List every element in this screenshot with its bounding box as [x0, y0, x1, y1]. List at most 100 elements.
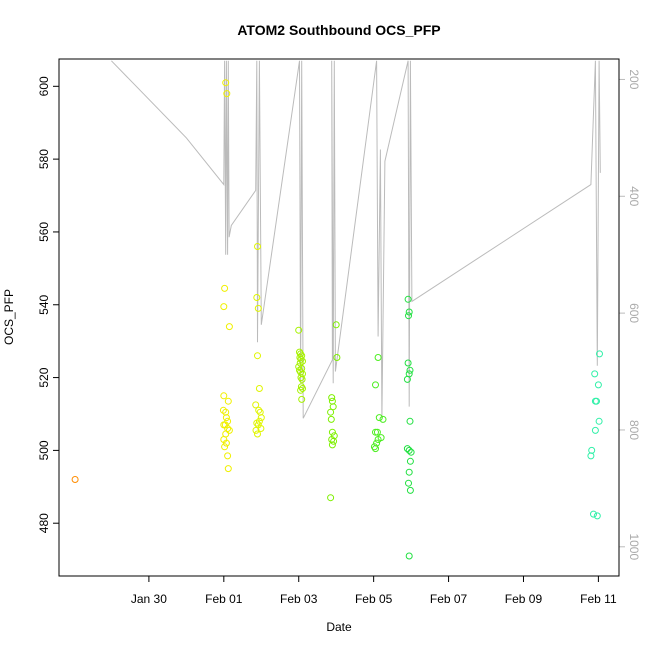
data-point-s0-0 — [71, 476, 79, 483]
altitude-track-layer — [111, 60, 601, 419]
data-point-s1-1 — [223, 90, 231, 98]
y-tick-label-4: 560 — [37, 222, 51, 242]
data-point-s1-10 — [224, 417, 232, 425]
data-point-s1-18 — [221, 443, 229, 451]
data-point-s5-9 — [370, 443, 378, 451]
data-point-s2-14 — [254, 430, 261, 438]
data-point-s5-3 — [379, 415, 387, 423]
data-point-s5-7 — [374, 436, 382, 443]
data-point-s3-9 — [298, 365, 306, 372]
data-point-s5-10 — [372, 445, 379, 453]
y2-tick-label-4: 1000 — [627, 533, 641, 560]
data-point-s5-2 — [375, 414, 383, 422]
y-tick-label-1: 500 — [37, 440, 51, 460]
data-point-s2-1 — [253, 294, 261, 301]
y-tick-label-3: 540 — [37, 294, 51, 314]
data-point-s6-13 — [405, 479, 412, 487]
data-point-s6-15 — [405, 552, 413, 560]
data-point-s4-11 — [328, 441, 336, 449]
data-point-s1-9 — [222, 414, 230, 422]
data-point-s2-5 — [252, 401, 260, 409]
data-point-s6-14 — [406, 486, 414, 494]
data-point-s6-6 — [403, 375, 411, 383]
data-point-s1-19 — [224, 452, 232, 460]
data-point-s4-1 — [333, 354, 341, 361]
data-point-s6-10 — [407, 448, 415, 456]
chart-title: ATOM2 Southbound OCS_PFP — [237, 22, 440, 38]
data-point-s6-2 — [405, 312, 412, 320]
y-tick-label-2: 520 — [37, 367, 51, 387]
data-point-s3-5 — [297, 355, 305, 363]
data-point-s3-13 — [297, 374, 305, 382]
data-point-s3-15 — [297, 383, 305, 391]
y2-tick-label-3: 800 — [627, 420, 641, 440]
data-point-s4-12 — [327, 494, 335, 502]
data-point-s1-5 — [220, 392, 228, 400]
data-point-s1-14 — [225, 426, 233, 434]
x-tick-label-5: Feb 09 — [505, 592, 543, 606]
data-point-s1-20 — [224, 465, 232, 473]
data-point-s1-17 — [222, 439, 230, 447]
data-point-s4-6 — [327, 415, 335, 423]
data-point-s2-4 — [255, 385, 263, 392]
y-tick-label-0: 480 — [37, 513, 51, 533]
y-axis-label: OCS_PFP — [2, 289, 16, 345]
data-point-s3-16 — [299, 385, 306, 392]
data-point-s4-2 — [328, 394, 336, 402]
x-tick-label-2: Feb 03 — [280, 592, 318, 606]
data-point-s3-14 — [298, 375, 306, 383]
data-point-s2-0 — [254, 243, 261, 250]
y2-tick-label-1: 400 — [627, 186, 641, 206]
data-point-s6-8 — [403, 445, 411, 453]
data-point-s5-0 — [374, 354, 382, 361]
data-point-s6-9 — [405, 446, 413, 454]
data-point-s3-1 — [296, 348, 303, 356]
x-axis-label: Date — [326, 620, 352, 634]
data-point-s4-9 — [328, 436, 336, 443]
data-point-s5-1 — [372, 381, 379, 389]
data-point-s7-0 — [596, 350, 603, 358]
data-point-s6-4 — [406, 366, 414, 374]
data-point-s2-8 — [257, 414, 265, 422]
y-tick-label-5: 580 — [37, 149, 51, 169]
data-point-s7-4 — [593, 397, 600, 405]
data-point-s6-11 — [406, 457, 414, 465]
data-point-s5-5 — [373, 428, 381, 436]
y-tick-label-6: 600 — [37, 76, 51, 96]
data-point-s4-0 — [332, 321, 340, 329]
x-tick-label-3: Feb 05 — [355, 592, 393, 606]
data-point-s2-6 — [255, 406, 263, 414]
data-point-s6-0 — [404, 295, 412, 303]
data-point-s3-0 — [295, 326, 303, 334]
data-point-s4-5 — [327, 408, 335, 416]
data-point-s4-4 — [329, 403, 337, 411]
data-point-s7-2 — [594, 381, 602, 389]
y2-tick-label-2: 600 — [627, 303, 641, 323]
data-point-s6-1 — [405, 308, 413, 316]
data-point-s6-3 — [404, 359, 412, 367]
data-point-s4-10 — [330, 437, 338, 445]
data-point-s2-2 — [254, 304, 262, 312]
data-point-s7-9 — [590, 510, 597, 518]
plot-frame — [58, 58, 620, 577]
data-point-s7-1 — [591, 370, 599, 378]
x-tick-label-1: Feb 01 — [205, 592, 243, 606]
data-point-s7-8 — [587, 452, 595, 460]
y2-tick-label-0: 200 — [627, 69, 641, 89]
data-point-s3-18 — [298, 395, 306, 403]
axes-layer: Jan 30 Feb 01 Feb 03 Feb 05 Feb 07 Feb 09 Feb … — [37, 69, 641, 606]
data-point-s7-10 — [593, 512, 601, 520]
x-tick-label-0: Jan 30 — [131, 592, 167, 606]
data-points-layer — [71, 79, 603, 560]
data-point-s2-13 — [252, 426, 260, 434]
altitude-track-line — [111, 60, 601, 419]
data-point-s2-3 — [254, 352, 261, 360]
data-point-s1-7 — [219, 406, 227, 414]
data-point-s1-8 — [222, 408, 230, 416]
data-point-s1-12 — [221, 421, 229, 429]
data-point-s4-7 — [328, 428, 336, 436]
data-point-s1-4 — [225, 323, 233, 331]
data-point-s3-17 — [297, 386, 305, 394]
